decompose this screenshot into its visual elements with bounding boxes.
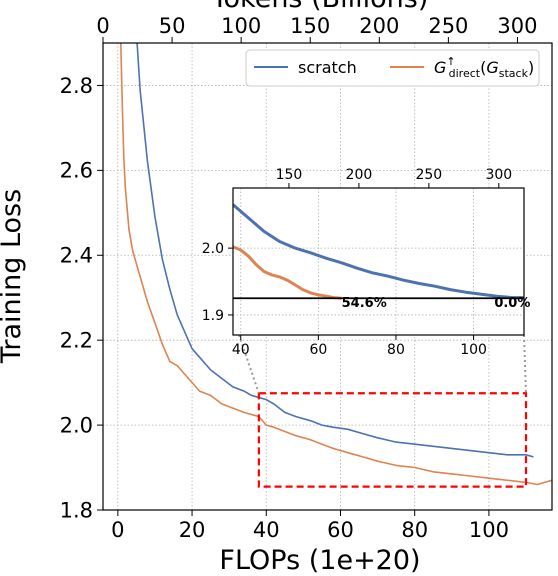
x-tick-label: 40 (232, 342, 250, 358)
top-tick-label: 250 (415, 167, 442, 183)
top-tick-label: 300 (485, 167, 512, 183)
zoom-connector-left (238, 334, 260, 394)
x-tick-label: 20 (179, 518, 206, 542)
main-plot-frame (102, 42, 553, 511)
x-tick-label: 60 (309, 342, 327, 358)
top-tick-label: 150 (276, 167, 303, 183)
top-tick-label: 250 (428, 14, 468, 38)
y-tick-label: 2.4 (60, 244, 93, 268)
series-line-gstack (233, 245, 342, 300)
zoom-connector-right (523, 334, 528, 394)
y-tick-label: 2.8 (60, 74, 93, 98)
top-tick-label: 200 (359, 14, 399, 38)
top-tick-label: 50 (159, 14, 186, 38)
legend: scratch G↑ direct(Gstack) (245, 49, 540, 87)
y-axis-label: Training Loss (0, 189, 27, 364)
top-tick-label: 150 (290, 14, 330, 38)
inset-y-ticks: 1.9 2.0 (202, 241, 233, 324)
inset-series (233, 203, 524, 300)
inset-annotation: 0.0% (494, 296, 530, 311)
top-tick-label: 300 (497, 14, 537, 38)
x-axis-label: FLOPs (1e+20) (219, 545, 420, 576)
y-tick-label: 2.0 (60, 413, 93, 437)
top-axis-label: Tokens (Billions) (211, 0, 429, 14)
series-line-scratch (136, 43, 534, 458)
zoom-box (257, 392, 528, 488)
y-tick-label: 2.0 (202, 241, 224, 257)
inset-chart: 1.9 2.0 40 60 80 100 150 200 250 300 54.6% 0.0% (202, 167, 531, 358)
series-line-scratch (233, 203, 524, 300)
x-tick-label: 100 (469, 518, 509, 542)
top-tick-label: 0 (96, 14, 109, 38)
x-tick-label: 80 (387, 342, 405, 358)
zoom-highlight (238, 334, 528, 488)
y-tick-label: 1.8 (60, 498, 93, 522)
y-tick-label: 1.9 (202, 308, 224, 324)
inset-annotations: 54.6% 0.0% (233, 296, 530, 311)
main-x-ticks: 0 20 40 60 80 100 (111, 510, 509, 542)
legend-label-gstack: G↑ direct(Gstack) (434, 55, 534, 80)
inset-background (233, 188, 524, 335)
inset-x-ticks: 40 60 80 100 (232, 335, 487, 358)
x-tick-label: 60 (327, 518, 354, 542)
x-tick-label: 80 (401, 518, 428, 542)
x-tick-label: 40 (253, 518, 280, 542)
x-tick-label: 0 (111, 518, 124, 542)
top-tick-label: 200 (346, 167, 373, 183)
main-top-ticks: 0 50 100 150 200 250 300 (96, 14, 538, 43)
top-tick-label: 100 (221, 14, 261, 38)
inset-frame (232, 187, 525, 336)
y-tick-label: 2.2 (60, 329, 93, 353)
inset-annotation: 54.6% (342, 296, 387, 311)
inset-top-ticks: 150 200 250 300 (276, 167, 512, 188)
x-tick-label: 100 (460, 342, 487, 358)
legend-label-scratch: scratch (298, 58, 357, 77)
main-y-ticks: 1.8 2.0 2.2 2.4 2.6 2.8 (60, 74, 103, 522)
y-tick-label: 2.6 (60, 159, 93, 183)
